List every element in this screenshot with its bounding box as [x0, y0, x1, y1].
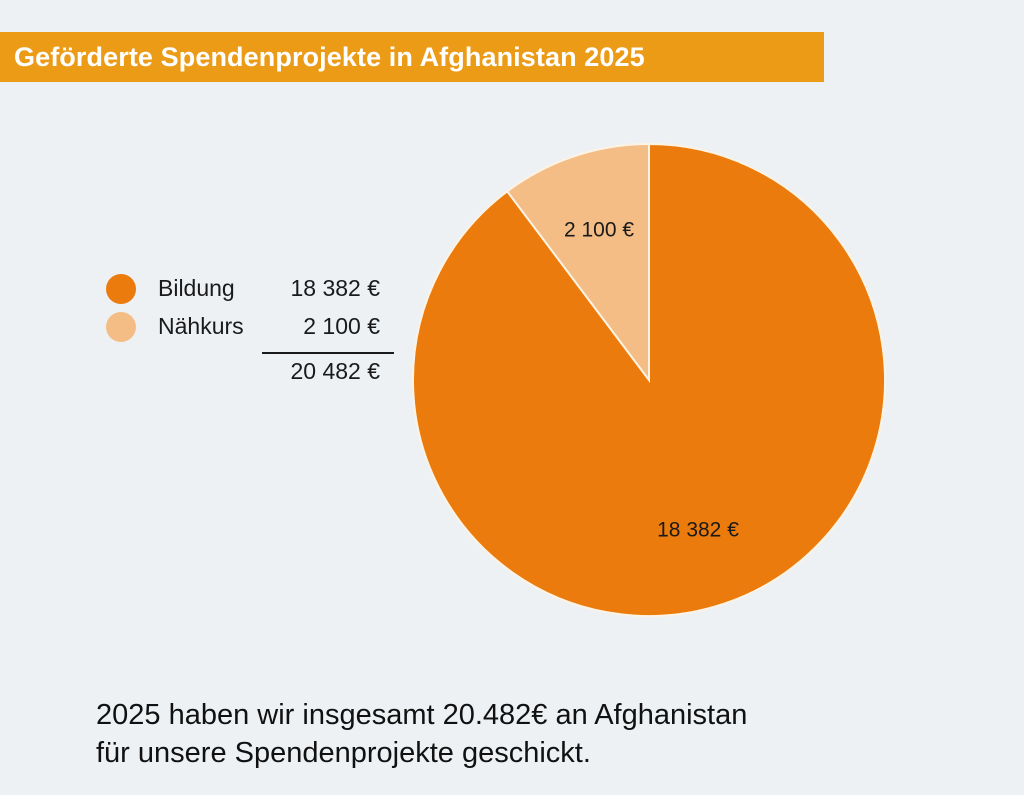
legend-label: Bildung — [158, 275, 235, 301]
chart-title: Geförderte Spendenprojekte in Afghanista… — [14, 41, 645, 72]
footer-text: 2025 haben wir insgesamt 20.482€ an Afgh… — [96, 696, 956, 772]
title-banner: Geförderte Spendenprojekte in Afghanista… — [0, 32, 824, 82]
pie-slice-naehkurs — [505, 142, 650, 383]
legend-value: 18 382 € — [290, 275, 380, 301]
footer-line-2: für unsere Spendenprojekte geschickt. — [96, 737, 591, 769]
legend-swatch-bildung — [106, 274, 136, 304]
legend-label: Nähkurs — [158, 313, 244, 339]
legend-swatch-naehkurs — [106, 312, 136, 342]
legend-value: 2 100 € — [303, 313, 380, 339]
legend-item-bildung: Bildung 18 382 € — [104, 268, 404, 304]
legend-item-naehkurs: Nähkurs 2 100 € — [104, 306, 404, 342]
slice-label-bildung: 18 382 € — [657, 519, 739, 542]
slice-label-naehkurs: 2 100 € — [564, 219, 634, 242]
legend-sum-divider — [262, 352, 394, 354]
footer-line-1: 2025 haben wir insgesamt 20.482€ an Afgh… — [96, 699, 748, 731]
legend-total: 20 482 € — [290, 358, 380, 384]
